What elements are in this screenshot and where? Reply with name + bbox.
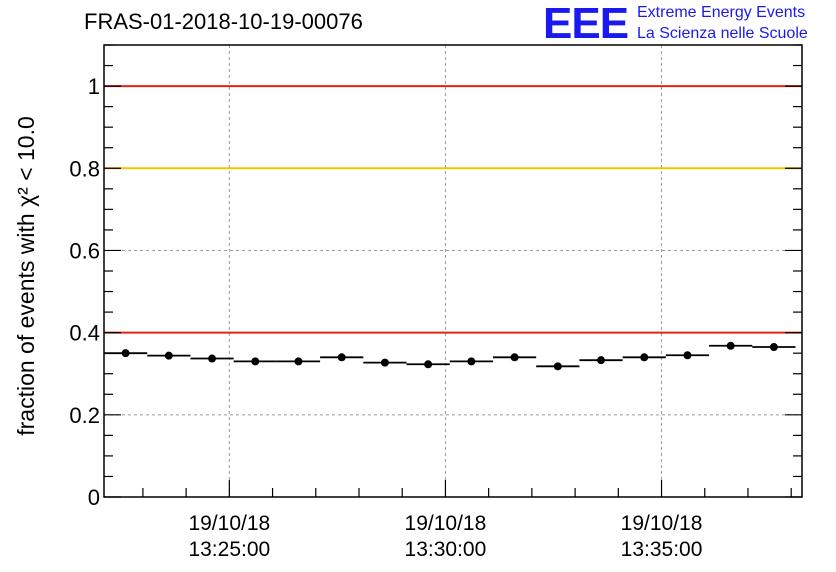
- x-tick-label-date: 19/10/18: [621, 512, 703, 535]
- x-tick-label-time: 13:25:00: [188, 538, 270, 561]
- logo-caption-line2: La Scienza nelle Scuole: [637, 25, 808, 42]
- y-tick-label: 0.8: [69, 156, 100, 181]
- data-point: [683, 351, 692, 360]
- x-tick-label-date: 19/10/18: [405, 512, 487, 535]
- data-point: [640, 353, 649, 362]
- data-point: [726, 341, 735, 350]
- data-point: [424, 360, 433, 369]
- x-tick-label-time: 13:35:00: [621, 538, 703, 561]
- data-point: [380, 358, 389, 367]
- y-tick-label: 0.4: [69, 321, 100, 346]
- chart-title: FRAS-01-2018-10-19-00076: [84, 9, 363, 34]
- y-tick-label: 0.2: [69, 403, 100, 428]
- data-point: [597, 356, 606, 365]
- y-tick-label: 0: [88, 485, 100, 510]
- data-point: [510, 353, 519, 362]
- logo-caption-line1: Extreme Energy Events: [637, 4, 806, 21]
- x-tick-label-time: 13:30:00: [405, 538, 487, 561]
- y-tick-label: 0.6: [69, 238, 100, 263]
- data-point: [121, 349, 130, 358]
- data-point: [294, 357, 303, 366]
- eee-logo: EEE: [543, 0, 629, 48]
- plot-frame: [103, 44, 803, 498]
- data-point: [251, 357, 260, 366]
- data-point: [553, 362, 562, 371]
- x-tick-label-date: 19/10/18: [188, 512, 270, 535]
- data-point: [769, 343, 778, 352]
- data-point: [164, 351, 173, 360]
- data-point: [467, 357, 476, 366]
- y-tick-label: 1: [88, 74, 100, 99]
- y-axis-label: fraction of events with χ² < 10.0: [13, 116, 39, 436]
- data-point: [208, 354, 217, 363]
- data-point: [337, 353, 346, 362]
